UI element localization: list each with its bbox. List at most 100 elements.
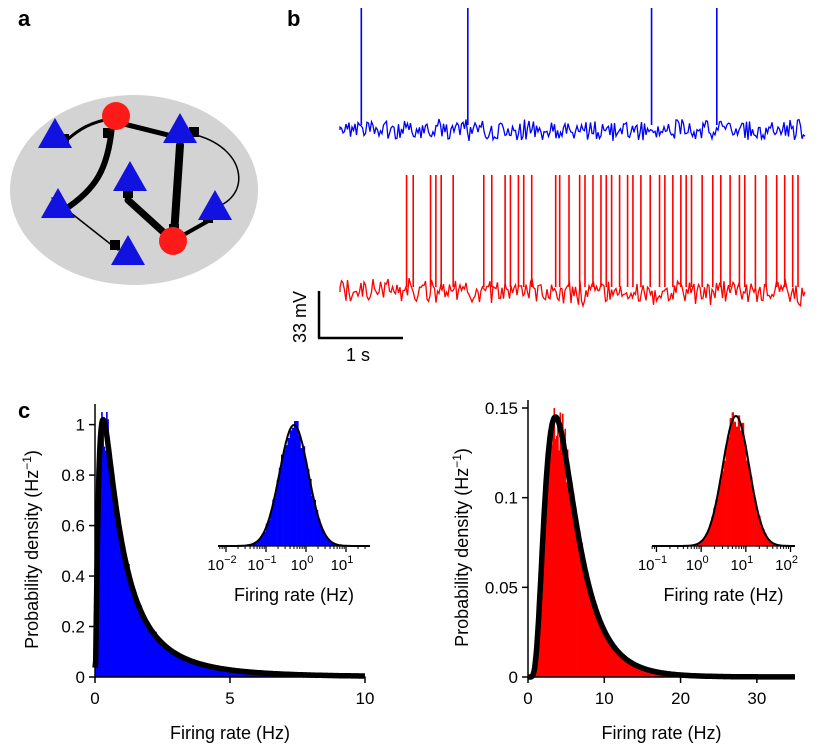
inset-x-tick-label: 10−2 xyxy=(207,554,236,574)
histogram-bar xyxy=(234,671,237,677)
histogram-bar xyxy=(136,598,139,677)
histogram-bar xyxy=(220,668,222,677)
histogram-bar xyxy=(568,486,570,677)
histogram-bar xyxy=(574,508,576,677)
synapse-edge xyxy=(61,123,115,213)
inset-histogram-bar xyxy=(287,438,290,546)
inset-histogram-bar xyxy=(739,430,743,546)
inset-histogram-bar xyxy=(703,538,706,546)
synapse-edge xyxy=(195,134,240,209)
histogram-bar xyxy=(124,550,127,677)
inset-histogram-bar xyxy=(265,523,269,546)
histogram-bar xyxy=(575,522,577,677)
histogram-bar xyxy=(158,642,161,677)
histogram-bar xyxy=(236,670,238,677)
inset-histogram-bar xyxy=(259,538,262,546)
histogram-bar xyxy=(571,489,574,677)
histogram-bar xyxy=(591,595,593,677)
histogram-bar xyxy=(631,661,633,677)
inset-histogram-bar xyxy=(263,532,267,546)
inset-x-tick-label: 101 xyxy=(331,554,354,574)
histogram-bar xyxy=(646,669,649,677)
inset-histogram-bar xyxy=(324,535,327,546)
histogram-bar xyxy=(215,667,217,677)
histogram-bar xyxy=(587,590,590,677)
histogram-bar xyxy=(130,584,133,677)
histogram-bar xyxy=(230,669,232,677)
inset-histogram-bar xyxy=(254,541,258,546)
inset-histogram-bar xyxy=(280,454,284,546)
panel-label-c: c xyxy=(18,398,30,423)
histogram-bar xyxy=(122,558,124,677)
inset-histogram-bar xyxy=(766,538,769,546)
x-axis-label: Firing rate (Hz) xyxy=(170,723,290,743)
histogram-bar xyxy=(583,572,586,677)
y-tick-label: 0.6 xyxy=(61,517,85,536)
histogram-bar xyxy=(619,654,621,677)
histogram-bar xyxy=(623,657,626,677)
inset-histogram-bar xyxy=(752,489,755,546)
inset-histogram-bar xyxy=(707,530,710,546)
excitatory-neuron xyxy=(38,118,72,148)
histogram-bar xyxy=(622,654,625,677)
histogram-bar xyxy=(598,624,600,677)
panel-label-a: a xyxy=(18,6,31,31)
histogram-bar xyxy=(599,616,602,677)
histogram-bar xyxy=(216,668,219,677)
inset-histogram-bar xyxy=(745,460,749,546)
histogram-bar xyxy=(577,530,580,677)
histogram-bar xyxy=(206,666,209,677)
x-tick-label: 10 xyxy=(595,689,614,708)
inset-histogram-bar xyxy=(737,415,741,546)
histogram-bar xyxy=(223,668,226,677)
histogram-bar xyxy=(600,623,603,677)
synapse-edge xyxy=(170,141,184,239)
histogram-bar xyxy=(557,417,559,677)
inset-histogram-bar xyxy=(705,535,708,546)
histogram-bar xyxy=(168,648,171,677)
y-axis-label: Probability density (Hz−1) xyxy=(450,448,472,647)
voltage-scale-label: 33 mV xyxy=(290,291,310,343)
histogram-bar xyxy=(576,520,579,677)
histogram-bar xyxy=(163,647,166,677)
inset-histogram-bar xyxy=(735,426,739,546)
histogram-bar xyxy=(194,663,197,677)
histogram-bar xyxy=(173,651,176,677)
histogram-bar xyxy=(177,655,179,677)
histogram-bar xyxy=(203,665,205,677)
histogram-bar xyxy=(212,667,215,677)
histogram-bar xyxy=(190,659,193,677)
synapse-terminal xyxy=(123,188,133,198)
histogram-bar xyxy=(560,428,563,677)
fit-curve xyxy=(92,416,368,679)
histogram-bar xyxy=(144,621,146,677)
histogram-bar xyxy=(629,663,632,677)
y-axis-label: Probability density (Hz−1) xyxy=(20,450,42,649)
histogram-bar xyxy=(542,537,545,677)
inset-histogram-bar xyxy=(770,542,773,546)
histogram-bar xyxy=(645,668,648,677)
inset-histogram-bar xyxy=(285,445,288,546)
inset-histogram-bar xyxy=(276,480,280,546)
histogram-bar xyxy=(597,610,599,677)
synapse-terminal xyxy=(103,128,113,138)
histogram-bar xyxy=(546,468,548,677)
inset-histogram-bar xyxy=(315,509,319,546)
histogram-bar xyxy=(125,568,128,677)
scale-bar: 33 mV 1 s xyxy=(290,291,403,365)
histogram-bar xyxy=(595,605,598,677)
histogram-bar xyxy=(184,656,187,677)
histogram-bar xyxy=(615,646,617,677)
histogram-bar xyxy=(200,664,203,677)
histogram-bar xyxy=(653,671,655,677)
inset-histogram-bar xyxy=(729,418,732,546)
histogram-bar xyxy=(169,648,172,677)
histogram-bar xyxy=(586,584,588,677)
histogram-bar xyxy=(592,598,594,677)
histogram-bar xyxy=(156,637,158,677)
histogram-bar xyxy=(558,450,560,677)
histogram-bar xyxy=(625,657,627,677)
histogram-bar xyxy=(605,632,608,677)
histogram-bar xyxy=(541,551,543,677)
histogram-bar xyxy=(228,670,231,677)
